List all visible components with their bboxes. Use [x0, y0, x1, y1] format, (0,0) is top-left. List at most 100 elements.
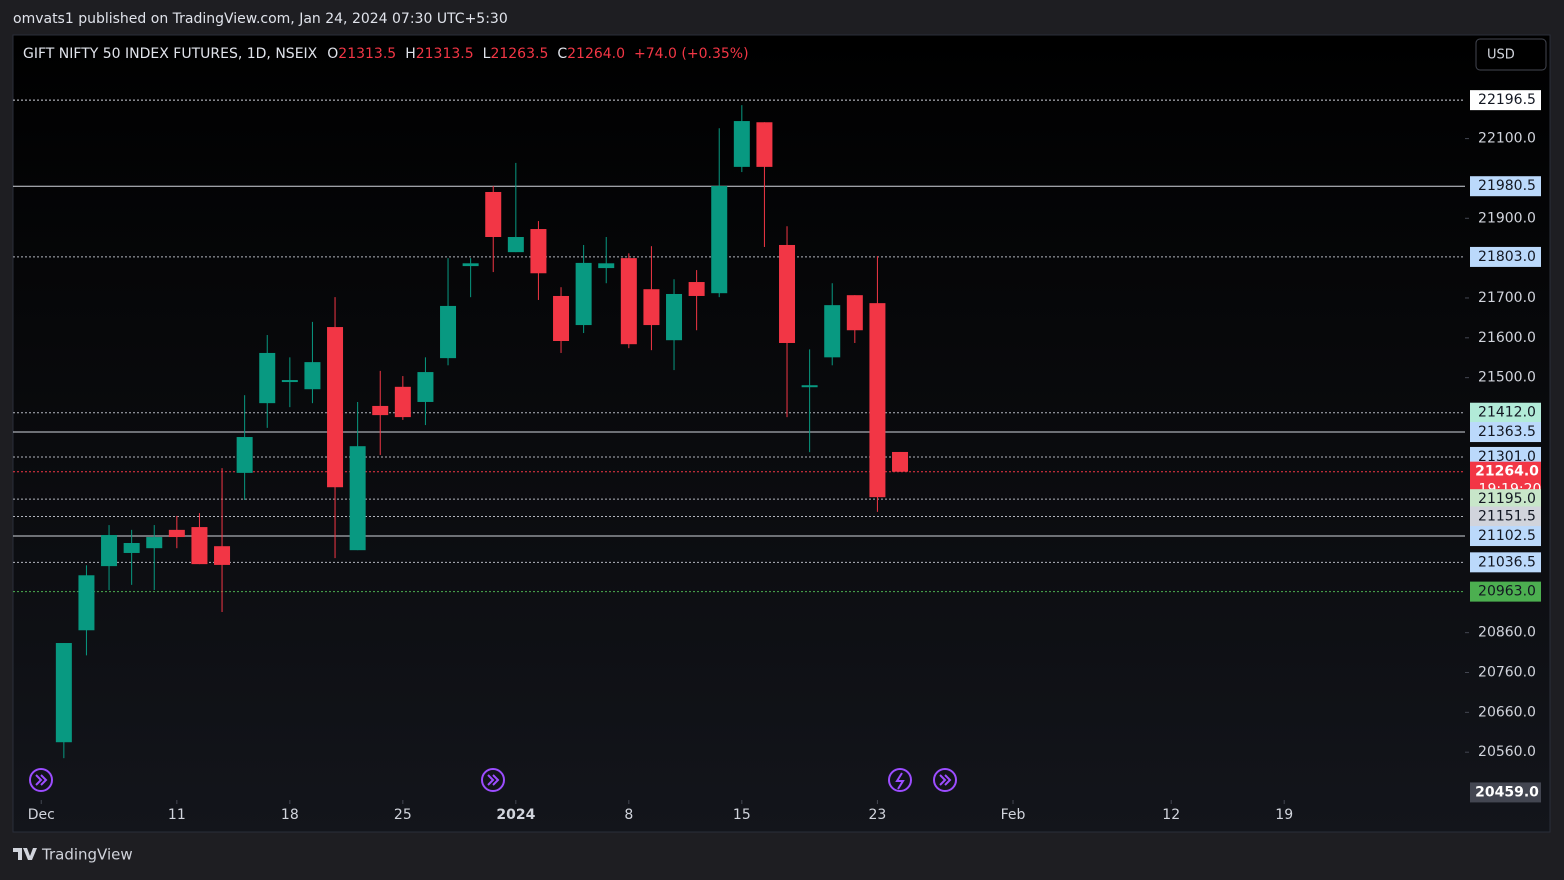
y-tick-label: 20860.0	[1478, 625, 1536, 641]
price-label-bg	[1470, 402, 1541, 423]
x-tick-label: 11	[168, 807, 186, 823]
candle-body	[281, 380, 298, 383]
candle-body	[101, 535, 118, 567]
candle-body	[892, 451, 909, 472]
candle-body	[394, 386, 411, 418]
candle-body	[553, 295, 570, 341]
ohlc-key: C	[557, 46, 567, 62]
price-label: 21980.5	[1478, 178, 1536, 194]
candle-body	[688, 282, 705, 296]
price-label: 21301.0	[1478, 449, 1536, 465]
chart-title: GIFT NIFTY 50 INDEX FUTURES, 1D, NSEIX	[23, 46, 318, 62]
y-tick-label: 21900.0	[1478, 210, 1536, 226]
candle-body	[711, 186, 728, 294]
candle-body	[123, 543, 140, 553]
logo	[13, 848, 37, 860]
candle-body	[643, 289, 660, 326]
price-label-bg	[1470, 90, 1541, 111]
candle-body	[575, 262, 592, 326]
price-label: 21102.5	[1478, 528, 1536, 544]
x-tick-label: 23	[869, 807, 887, 823]
ohlc-key: O	[327, 46, 338, 62]
x-tick-label: Feb	[1001, 807, 1026, 823]
candle-body	[417, 372, 434, 402]
candle-body	[779, 244, 796, 343]
price-label-bg	[1470, 246, 1541, 267]
ohlc-key: L	[483, 46, 491, 62]
candle-body	[146, 537, 163, 549]
candle-body	[666, 293, 683, 341]
price-label-bg	[1470, 581, 1541, 602]
y-tick-label: 20760.0	[1478, 665, 1536, 681]
candle-body	[462, 263, 479, 267]
x-tick-label: 15	[733, 807, 751, 823]
y-tick-label: 21600.0	[1478, 330, 1536, 346]
candle-body	[530, 229, 547, 274]
price-label-bg	[1470, 552, 1541, 573]
candle-body	[259, 352, 276, 404]
candle-body	[349, 446, 366, 551]
brand: TradingView	[41, 846, 133, 864]
change: +74.0 (+0.35%)	[634, 46, 748, 62]
price-label-bg	[1470, 176, 1541, 197]
x-tick-label: Dec	[28, 807, 55, 823]
candle-body	[304, 362, 321, 390]
y-tick-label: 20660.0	[1478, 704, 1536, 720]
currency[interactable]: USD	[1487, 48, 1515, 63]
plot-area	[12, 34, 1551, 833]
y-tick-label: 20560.0	[1478, 744, 1536, 760]
x-tick-label: 2024	[496, 807, 535, 823]
x-tick-label: 19	[1275, 807, 1293, 823]
x-tick-label: 12	[1162, 807, 1180, 823]
price-label: 21036.5	[1478, 554, 1536, 570]
candle-body	[191, 527, 208, 565]
candle-body	[598, 263, 615, 269]
price-label: 20459.0	[1475, 784, 1539, 800]
y-tick-label: 21500.0	[1478, 370, 1536, 386]
ohlc-key: H	[405, 46, 416, 62]
ohlc-value: 21264.0	[567, 46, 625, 62]
price-label-bg	[1470, 506, 1541, 527]
candle-body	[801, 385, 818, 388]
price-label: 21264.0	[1475, 464, 1539, 480]
x-tick-label: 25	[394, 807, 412, 823]
y-tick-label: 21700.0	[1478, 290, 1536, 306]
candle-body	[507, 237, 524, 253]
candle-body	[327, 327, 344, 488]
candle-body	[620, 258, 637, 345]
price-label-bg	[1470, 422, 1541, 443]
price-label: 21412.0	[1478, 405, 1536, 421]
ohlc-value: 21263.5	[490, 46, 548, 62]
price-label-bg	[1470, 489, 1541, 510]
event-icons	[29, 768, 957, 792]
candle-body	[78, 575, 95, 631]
price-label: 21151.5	[1478, 509, 1536, 525]
price-label: 21803.0	[1478, 249, 1536, 265]
candle-body	[236, 437, 253, 473]
candle-body	[440, 305, 457, 359]
candle-body	[824, 305, 841, 358]
candle-body	[733, 121, 750, 167]
candle-body	[869, 303, 886, 498]
candle-body	[756, 122, 773, 167]
price-label-bg	[1470, 782, 1541, 803]
price-label: 21195.0	[1478, 491, 1536, 507]
candle-body	[846, 295, 863, 331]
ohlc-value: 21313.5	[416, 46, 474, 62]
price-label: 22196.5	[1478, 92, 1536, 108]
currency-button[interactable]	[1475, 38, 1547, 71]
candle-body	[372, 405, 389, 416]
price-label: 20963.0	[1478, 584, 1536, 600]
candle-body	[214, 546, 231, 565]
x-tick-label: 8	[624, 807, 633, 823]
price-label-bg	[1470, 526, 1541, 547]
candle-body	[168, 529, 185, 538]
candle-body	[485, 191, 502, 238]
ohlc-value: 21313.5	[338, 46, 396, 62]
publisher: omvats1 published on TradingView.com, Ja…	[13, 11, 508, 27]
candle-body	[55, 643, 72, 743]
x-tick-label: 18	[281, 807, 299, 823]
price-label: 21363.5	[1478, 424, 1536, 440]
